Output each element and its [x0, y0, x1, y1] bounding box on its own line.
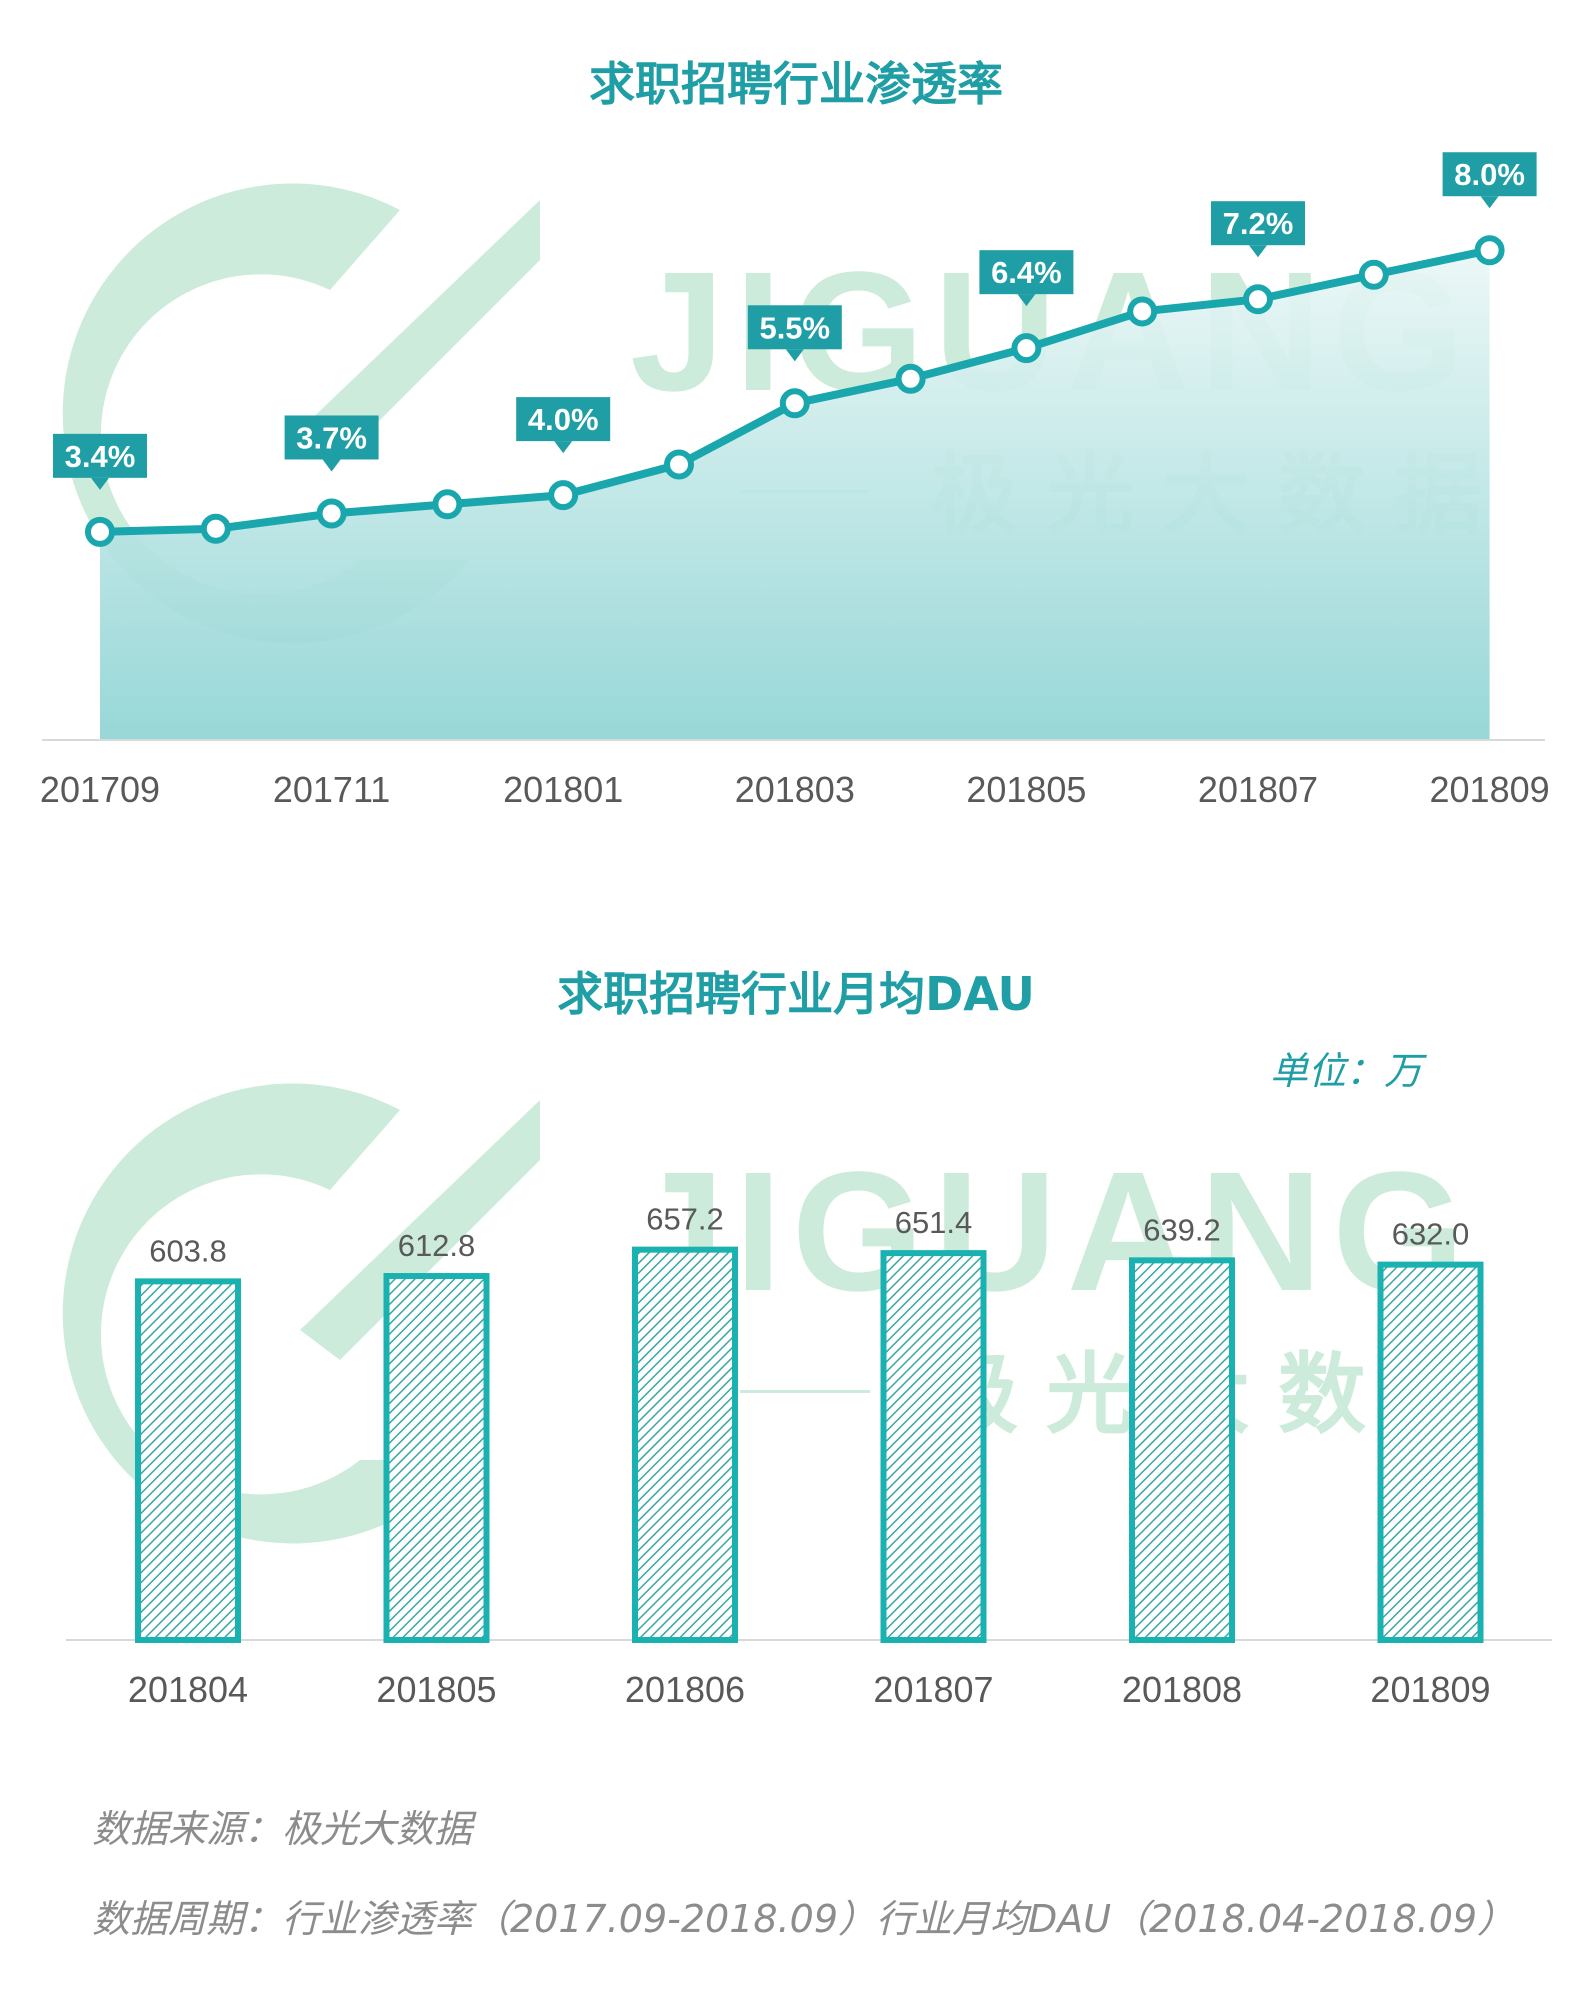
data-point: [664, 449, 694, 480]
bar: [383, 1273, 490, 1643]
data-point: [1243, 284, 1273, 315]
data-label-text: 7.2%: [1223, 206, 1294, 241]
dau-bar-chart: 603.8 201804 612.8 201805 657.2 201806 651.4 20…: [66, 1202, 1552, 1710]
bar: [135, 1278, 241, 1643]
bar: [1129, 1257, 1235, 1643]
data-label-text: 8.0%: [1454, 157, 1525, 192]
x-tick-label: 201709: [40, 769, 160, 810]
bar: [632, 1246, 738, 1644]
x-tick-label: 201805: [966, 769, 1086, 810]
watermark-logo: [62, 1083, 870, 1544]
data-point: [779, 388, 810, 419]
bar-value-label: 603.8: [149, 1233, 227, 1268]
data-label-text: 4.0%: [528, 402, 599, 437]
data-label-pointer: [554, 441, 573, 454]
data-label-pointer: [1480, 196, 1499, 209]
data-point: [200, 513, 231, 544]
data-label-text: 3.4%: [65, 439, 136, 474]
x-tick-label: 201803: [735, 769, 855, 810]
data-label: 7.2%: [1211, 201, 1305, 258]
data-label-box: [1442, 152, 1537, 197]
unit-label: 单位：万: [1270, 1049, 1423, 1093]
data-point: [1474, 235, 1505, 266]
data-label-text: 3.7%: [296, 420, 367, 455]
data-label-box: [516, 397, 611, 442]
data-point: [1011, 333, 1042, 364]
penetration-chart-title: 求职招聘行业渗透率: [589, 57, 1003, 111]
data-label-pointer: [1017, 294, 1036, 307]
penetration-line-chart: 3.4% 3.7% 4.0% 5.5% 6.4% 7.2% 8.0% 201709 201711…: [40, 152, 1550, 810]
data-label-box: [979, 250, 1074, 295]
x-tick-label: 201711: [273, 769, 390, 810]
data-label-pointer: [322, 459, 341, 472]
area-fill: [100, 250, 1490, 740]
data-label: 4.0%: [516, 397, 611, 454]
data-point: [85, 516, 115, 547]
data-label: 6.4%: [979, 250, 1074, 307]
data-point: [1358, 259, 1389, 290]
bar-value-label: 612.8: [398, 1228, 476, 1263]
data-source-note: 数据来源：极光大数据: [92, 1807, 473, 1851]
data-period-note: 数据周期：行业渗透率（2017.09-2018.09）行业月均DAU（2018.…: [92, 1897, 1516, 1941]
data-label-box: [1211, 201, 1305, 246]
data-label: 5.5%: [747, 305, 842, 362]
bar-value-label: 657.2: [646, 1202, 724, 1237]
data-label-pointer: [785, 349, 804, 362]
bar-value-label: 632.0: [1392, 1217, 1470, 1252]
x-tick-label: 201809: [1370, 1669, 1490, 1710]
x-tick-label: 201807: [873, 1669, 993, 1710]
data-label-box: [53, 433, 147, 478]
data-label-pointer: [1249, 245, 1267, 258]
data-label-text: 5.5%: [759, 310, 830, 345]
bar-value-label: 639.2: [1143, 1212, 1221, 1247]
bar-value-label: 651.4: [895, 1205, 973, 1240]
data-label: 3.7%: [284, 415, 379, 472]
data-point: [548, 480, 579, 511]
x-tick-label: 201807: [1198, 769, 1318, 810]
bar: [880, 1250, 987, 1644]
x-tick-label: 201806: [625, 1669, 745, 1710]
bar: [1377, 1261, 1484, 1643]
x-tick-label: 201805: [376, 1669, 496, 1710]
data-label-text: 6.4%: [991, 255, 1062, 290]
x-tick-label: 201804: [128, 1669, 248, 1710]
data-point: [316, 498, 347, 529]
dau-chart-title: 求职招聘行业月均DAU: [557, 967, 1035, 1021]
data-point: [432, 489, 463, 520]
data-label: 8.0%: [1442, 152, 1537, 209]
data-point: [895, 363, 926, 394]
data-label-pointer: [91, 477, 109, 490]
x-tick-label: 201808: [1122, 1669, 1242, 1710]
x-tick-label: 201801: [503, 769, 623, 810]
data-label-box: [284, 415, 379, 460]
watermark-brand-text: JIGUANG: [630, 1137, 1475, 1327]
data-label-box: [747, 305, 842, 350]
data-point: [1127, 296, 1158, 327]
data-label: 3.4%: [53, 433, 147, 490]
x-tick-label: 201809: [1430, 769, 1550, 810]
